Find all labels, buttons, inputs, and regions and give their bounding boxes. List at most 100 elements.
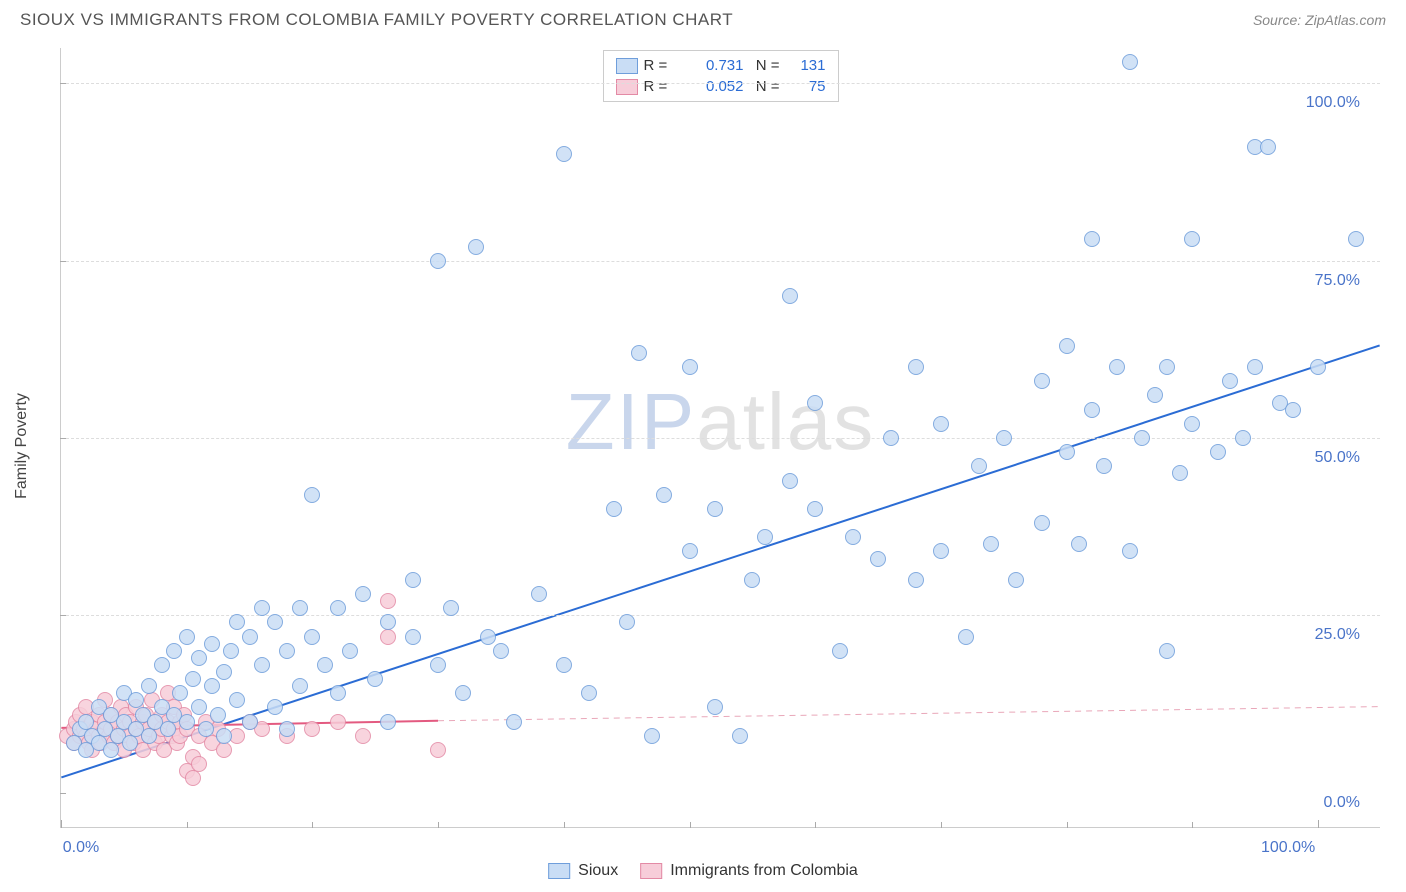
r-label: R = (644, 78, 678, 95)
r-value: 0.052 (684, 78, 744, 95)
n-label: N = (750, 57, 780, 74)
data-point-sioux (172, 685, 188, 701)
data-point-sioux (242, 629, 258, 645)
data-point-sioux (1184, 231, 1200, 247)
swatch-sioux (616, 58, 638, 74)
y-tick-label: 100.0% (1306, 94, 1360, 112)
data-point-sioux (317, 657, 333, 673)
data-point-sioux (1059, 338, 1075, 354)
data-point-sioux (185, 671, 201, 687)
legend-label: Sioux (578, 862, 618, 880)
data-point-sioux (468, 239, 484, 255)
chart-plot-area: ZIPatlas R = 0.731 N = 131 R = 0.052 N =… (60, 48, 1380, 828)
data-point-sioux (154, 657, 170, 673)
data-point-sioux (1147, 387, 1163, 403)
data-point-sioux (1222, 373, 1238, 389)
chart-title: SIOUX VS IMMIGRANTS FROM COLOMBIA FAMILY… (20, 10, 733, 30)
swatch-sioux (548, 863, 570, 879)
n-value: 75 (786, 78, 826, 95)
data-point-sioux (1159, 643, 1175, 659)
gridline (61, 438, 1380, 439)
data-point-sioux (1084, 402, 1100, 418)
data-point-sioux (883, 430, 899, 446)
watermark: ZIPatlas (566, 376, 875, 468)
data-point-sioux (908, 359, 924, 375)
data-point-sioux (304, 487, 320, 503)
data-point-colombia (355, 728, 371, 744)
data-point-colombia (216, 742, 232, 758)
watermark-part2: atlas (696, 377, 875, 466)
y-tick (60, 438, 66, 439)
y-axis-title: Family Poverty (13, 393, 31, 499)
data-point-sioux (141, 728, 157, 744)
data-point-sioux (556, 657, 572, 673)
data-point-sioux (619, 614, 635, 630)
x-tick (690, 822, 691, 828)
y-tick (60, 793, 66, 794)
data-point-sioux (757, 529, 773, 545)
data-point-sioux (531, 586, 547, 602)
swatch-colombia (616, 79, 638, 95)
data-point-sioux (204, 678, 220, 694)
data-point-sioux (782, 288, 798, 304)
legend-correlation: R = 0.731 N = 131 R = 0.052 N = 75 (603, 50, 839, 102)
data-point-sioux (380, 714, 396, 730)
data-point-sioux (380, 614, 396, 630)
x-tick (815, 822, 816, 828)
data-point-sioux (845, 529, 861, 545)
data-point-sioux (141, 678, 157, 694)
n-value: 131 (786, 57, 826, 74)
y-tick (60, 615, 66, 616)
x-tick (941, 822, 942, 828)
y-tick-label: 0.0% (1324, 794, 1360, 812)
data-point-sioux (405, 629, 421, 645)
data-point-sioux (160, 721, 176, 737)
data-point-sioux (204, 636, 220, 652)
data-point-sioux (216, 728, 232, 744)
data-point-sioux (254, 600, 270, 616)
data-point-sioux (443, 600, 459, 616)
data-point-sioux (216, 664, 232, 680)
data-point-sioux (166, 643, 182, 659)
data-point-sioux (631, 345, 647, 361)
data-point-colombia (380, 629, 396, 645)
data-point-sioux (1210, 444, 1226, 460)
data-point-sioux (1109, 359, 1125, 375)
y-tick (60, 261, 66, 262)
data-point-sioux (1159, 359, 1175, 375)
data-point-colombia (191, 756, 207, 772)
data-point-sioux (430, 657, 446, 673)
legend-row-sioux: R = 0.731 N = 131 (616, 55, 826, 76)
data-point-sioux (210, 707, 226, 723)
data-point-colombia (380, 593, 396, 609)
y-tick-label: 75.0% (1315, 272, 1360, 290)
data-point-sioux (983, 536, 999, 552)
data-point-sioux (581, 685, 597, 701)
legend-item-colombia: Immigrants from Colombia (640, 862, 858, 880)
data-point-sioux (229, 692, 245, 708)
data-point-sioux (1071, 536, 1087, 552)
data-point-sioux (191, 650, 207, 666)
data-point-sioux (342, 643, 358, 659)
data-point-sioux (1310, 359, 1326, 375)
x-tick (564, 822, 565, 828)
data-point-sioux (807, 501, 823, 517)
data-point-sioux (782, 473, 798, 489)
data-point-sioux (1172, 465, 1188, 481)
data-point-colombia (304, 721, 320, 737)
data-point-sioux (267, 699, 283, 715)
header: SIOUX VS IMMIGRANTS FROM COLOMBIA FAMILY… (0, 0, 1406, 38)
data-point-sioux (744, 572, 760, 588)
data-point-sioux (405, 572, 421, 588)
data-point-sioux (707, 501, 723, 517)
data-point-sioux (292, 600, 308, 616)
data-point-sioux (229, 614, 245, 630)
data-point-sioux (179, 629, 195, 645)
data-point-sioux (971, 458, 987, 474)
watermark-part1: ZIP (566, 377, 696, 466)
data-point-sioux (122, 735, 138, 751)
data-point-sioux (506, 714, 522, 730)
data-point-sioux (996, 430, 1012, 446)
y-tick-label: 50.0% (1315, 449, 1360, 467)
data-point-colombia (430, 742, 446, 758)
